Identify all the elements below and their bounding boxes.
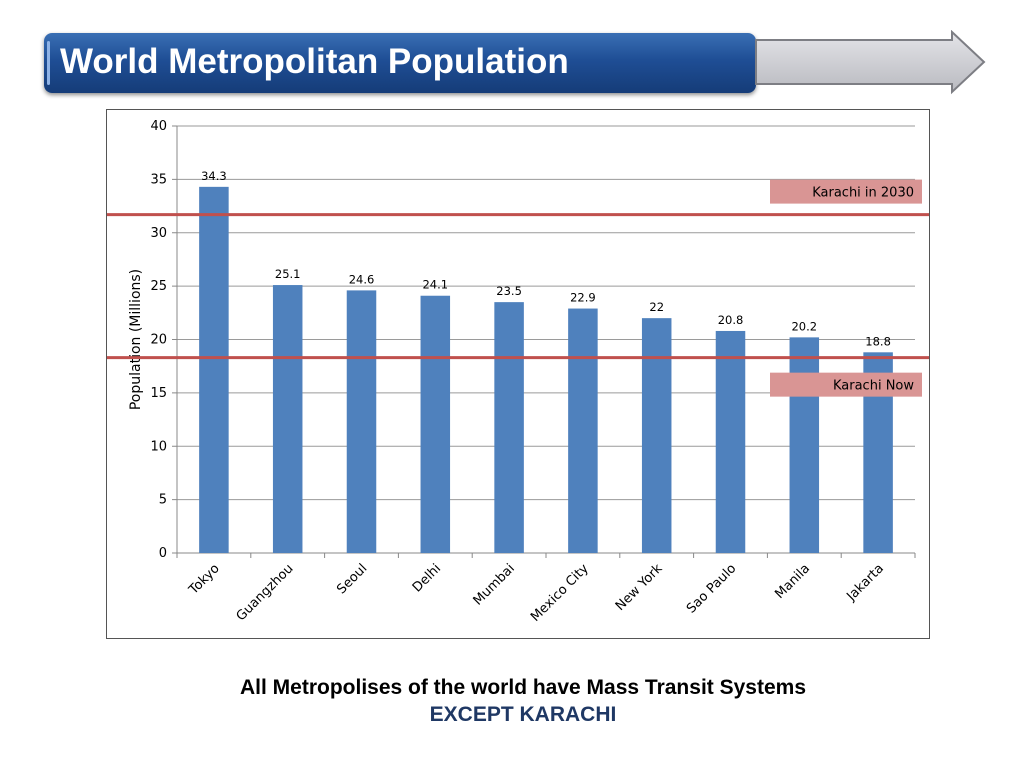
y-tick-label: 15 bbox=[150, 386, 167, 401]
bar bbox=[641, 318, 672, 553]
data-label: 24.6 bbox=[349, 272, 375, 286]
y-tick-label: 20 bbox=[150, 333, 167, 348]
x-tick-label: Manila bbox=[772, 561, 813, 602]
page-title: World Metropolitan Population bbox=[60, 42, 569, 81]
arrow-right-icon bbox=[755, 30, 986, 95]
x-tick-label: New York bbox=[613, 561, 666, 614]
bar bbox=[346, 290, 377, 553]
bar bbox=[789, 337, 820, 553]
y-tick-label: 5 bbox=[159, 493, 167, 508]
bar bbox=[494, 302, 524, 553]
y-tick-label: 30 bbox=[150, 226, 167, 241]
x-tick-label: Tokyo bbox=[186, 561, 223, 598]
y-tick-label: 35 bbox=[150, 172, 167, 187]
data-label: 34.3 bbox=[201, 169, 227, 183]
bar-chart: 0 5 10 15 20 25 30 35 40 Population (Millions) 34.… bbox=[107, 119, 929, 625]
y-axis-label: Population (Millions) bbox=[128, 269, 144, 410]
x-tick-label: Sao Paulo bbox=[684, 561, 739, 616]
bar bbox=[420, 295, 451, 553]
bar bbox=[568, 308, 598, 553]
caption-line-2: EXCEPT KARACHI bbox=[429, 703, 617, 726]
data-label: 22 bbox=[649, 300, 664, 314]
data-label: 20.8 bbox=[718, 313, 744, 327]
bar bbox=[199, 186, 229, 553]
x-tick-label: Guangzhou bbox=[234, 561, 297, 624]
bar bbox=[272, 285, 303, 553]
data-label: 25.1 bbox=[275, 267, 301, 281]
data-label: 22.9 bbox=[570, 291, 596, 305]
y-tick-label: 40 bbox=[150, 119, 167, 134]
data-label: 18.8 bbox=[865, 334, 891, 348]
x-tick-label: Jakarta bbox=[843, 561, 886, 604]
x-tick-label: Seoul bbox=[334, 561, 370, 597]
y-tick-label: 10 bbox=[150, 439, 167, 454]
caption-line-1: All Metropolises of the world have Mass … bbox=[240, 676, 806, 699]
reference-label-box bbox=[770, 372, 922, 397]
y-tick-label: 0 bbox=[159, 546, 167, 561]
chart-frame: 0 5 10 15 20 25 30 35 40 Population (Millions) 34.… bbox=[106, 109, 930, 639]
data-label: 20.2 bbox=[791, 319, 817, 333]
reference-label: Karachi Now bbox=[833, 379, 914, 394]
reference-label-box bbox=[770, 179, 922, 204]
reference-label: Karachi in 2030 bbox=[812, 186, 914, 201]
x-tick-label: Mumbai bbox=[471, 561, 518, 608]
data-label: 23.5 bbox=[496, 284, 522, 298]
data-label: 24.1 bbox=[422, 278, 448, 292]
y-tick-label: 25 bbox=[150, 279, 167, 294]
title-banner: World Metropolitan Population bbox=[44, 33, 756, 93]
bar bbox=[715, 330, 746, 553]
x-tick-label: Mexico City bbox=[528, 561, 592, 625]
x-tick-label: Delhi bbox=[410, 561, 444, 595]
